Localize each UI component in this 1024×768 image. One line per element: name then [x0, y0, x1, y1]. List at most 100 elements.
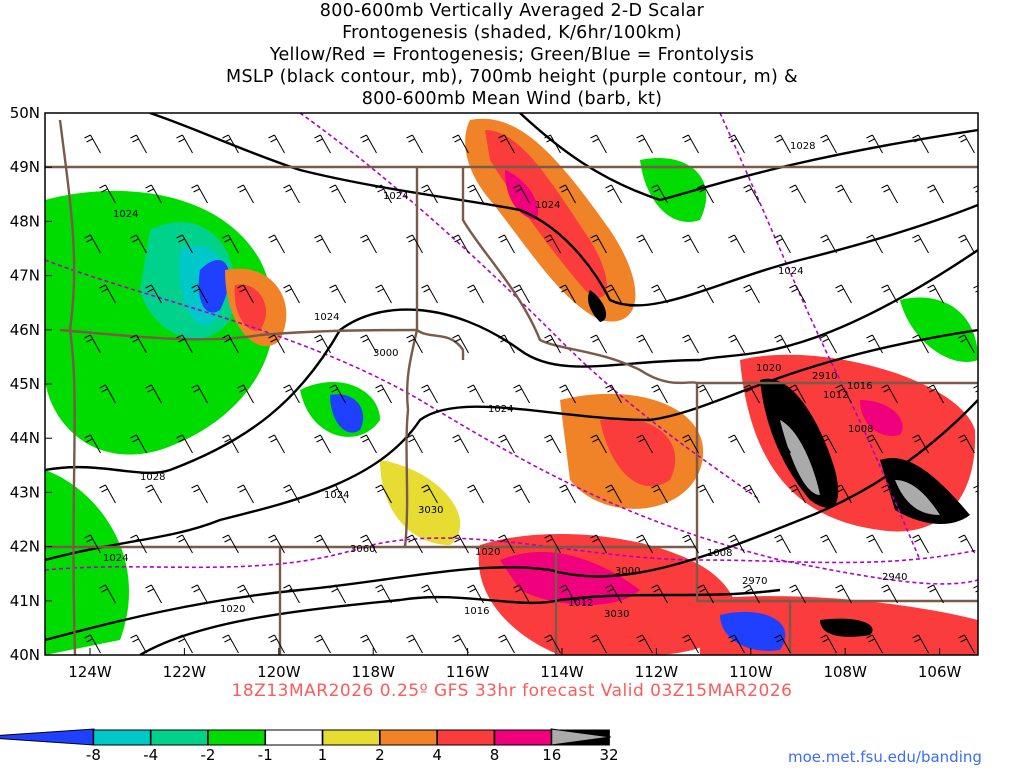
wind-barb: [835, 384, 852, 404]
wind-barb: [329, 484, 346, 504]
mslp-label: 1020: [756, 363, 781, 374]
wind-barb: [590, 434, 607, 454]
credit-link[interactable]: moe.met.fsu.edu/banding: [788, 748, 982, 766]
wind-barb: [314, 234, 331, 254]
wind-barb: [651, 284, 668, 304]
mslp-label: 1028: [790, 141, 815, 152]
wind-barb: [329, 184, 346, 204]
colorbar-label: -2: [201, 746, 216, 764]
wind-barb: [130, 234, 147, 254]
wind-barb: [99, 384, 116, 404]
wind-barb: [84, 634, 101, 654]
wind-barb: [498, 134, 515, 154]
wind-barb: [820, 334, 837, 354]
wind-barb: [820, 634, 837, 654]
wind-barb: [283, 184, 300, 204]
wind-barb: [973, 285, 978, 293]
lat-tick-label: 46N: [10, 321, 40, 339]
lon-tick-label: 118W: [351, 663, 395, 681]
wind-barb: [406, 434, 423, 454]
wind-barb: [697, 284, 714, 304]
lat-tick-label: 43N: [10, 483, 40, 501]
wind-barb: [973, 385, 978, 393]
wind-barb: [682, 634, 699, 654]
wind-barb: [682, 434, 699, 454]
wind-barb: [314, 334, 331, 354]
wind-barb: [651, 484, 668, 504]
colorbar-label: -4: [143, 746, 158, 764]
lat-tick-label: 49N: [10, 158, 40, 176]
wind-barb: [743, 384, 760, 404]
wind-barb: [927, 484, 944, 504]
wind-barb: [912, 634, 929, 654]
wind-barb: [912, 434, 929, 454]
wind-barb: [130, 334, 147, 354]
height-contours: [45, 113, 978, 585]
wind-barb: [651, 184, 668, 204]
wind-barb: [881, 484, 898, 504]
wind-barb: [590, 534, 607, 554]
colorbar: [0, 728, 611, 746]
wind-barb: [421, 184, 438, 204]
colorbar-max-arrow: [550, 728, 611, 746]
wind-barb: [958, 134, 975, 154]
wind-barb: [881, 184, 898, 204]
wind-barb: [329, 284, 346, 304]
wind-barb: [774, 134, 791, 154]
wind-barb: [406, 234, 423, 254]
mslp-label: 1008: [848, 424, 873, 435]
wind-barb: [467, 284, 484, 304]
height-label: 2940: [882, 572, 907, 583]
title-line: 800-600mb Mean Wind (barb, kt): [361, 89, 663, 109]
wind-barb: [145, 384, 162, 404]
lon-tick-label: 110W: [729, 663, 773, 681]
lat-tick-label: 48N: [10, 212, 40, 230]
wind-barb: [912, 234, 929, 254]
wind-barb: [452, 134, 469, 154]
wind-barb: [498, 234, 515, 254]
wind-barb: [268, 134, 285, 154]
mslp-label: 1016: [847, 381, 872, 392]
mslp-label: 1016: [464, 606, 489, 617]
colorbar-label: -8: [86, 746, 101, 764]
lon-tick-label: 124W: [68, 663, 112, 681]
wind-barb: [651, 584, 668, 604]
wind-barb: [191, 384, 208, 404]
wind-barb: [452, 334, 469, 354]
wind-barb: [789, 284, 806, 304]
wind-barb: [329, 384, 346, 404]
wind-barb: [406, 134, 423, 154]
wind-barb: [452, 534, 469, 554]
wind-barb: [866, 434, 883, 454]
wind-barb: [728, 534, 745, 554]
wind-barb: [237, 484, 254, 504]
wind-barb: [513, 384, 530, 404]
height-label: 2970: [742, 576, 767, 587]
lon-tick-label: 114W: [540, 663, 584, 681]
title-line: MSLP (black contour, mb), 700mb height (…: [226, 67, 798, 87]
wind-barb: [84, 134, 101, 154]
title-line: 800-600mb Vertically Averaged 2-D Scalar: [319, 1, 705, 21]
wind-barb: [973, 585, 978, 593]
colorbar-swatch: [92, 729, 152, 746]
wind-barb: [99, 284, 116, 304]
wind-barb: [973, 485, 978, 493]
wind-barb: [84, 234, 101, 254]
wind-barb: [467, 484, 484, 504]
wind-barb: [605, 484, 622, 504]
wind-barb: [268, 234, 285, 254]
wind-barb: [636, 134, 653, 154]
wind-barb: [360, 334, 377, 354]
wind-barb: [835, 284, 852, 304]
wind-barb: [99, 584, 116, 604]
height-label: 3000: [615, 566, 640, 577]
wind-barb: [375, 384, 392, 404]
wind-barb: [728, 634, 745, 654]
wind-barb: [728, 234, 745, 254]
wind-barb: [84, 334, 101, 354]
colorbar-min-arrow: [0, 728, 95, 746]
wind-barb: [222, 634, 239, 654]
wind-barb: [145, 284, 162, 304]
wind-barb: [866, 634, 883, 654]
contour-labels: 1028 1024 1024 1024 1024 1024 1028 1024 …: [103, 141, 907, 620]
